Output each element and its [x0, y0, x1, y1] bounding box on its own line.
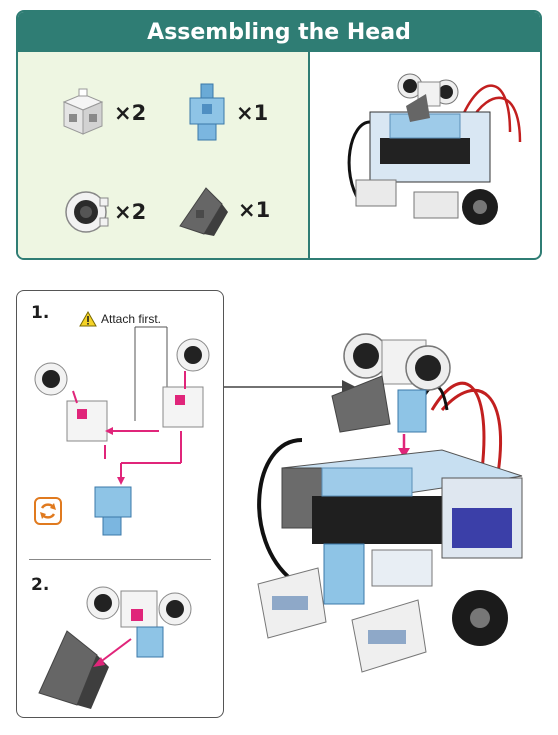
step-1-illustration: [34, 326, 210, 536]
part-quantity: ×1: [238, 198, 271, 222]
part-quantity: ×2: [114, 200, 147, 224]
blue-connector-block-icon: [189, 83, 225, 141]
ultrasonic-eye-icon: [65, 191, 109, 233]
warning-triangle-icon: [79, 311, 97, 327]
step-number: 1.: [31, 303, 50, 323]
parts-list: ×2 ×1 ×2: [18, 52, 310, 258]
robot-preview-illustration: [347, 73, 522, 225]
part-quantity: ×1: [236, 101, 269, 125]
preview-image: [310, 52, 540, 258]
note-text: Attach first.: [101, 312, 162, 326]
part-item: ×1: [176, 182, 270, 238]
attach-first-note: Attach first.: [79, 311, 161, 327]
part-item: ×2: [56, 86, 146, 140]
part-item: ×2: [62, 188, 146, 236]
part-item: ×1: [184, 82, 268, 144]
assembly-illustration: [222, 300, 552, 720]
step-number: 2.: [31, 575, 50, 595]
step-divider: [29, 559, 211, 560]
robot-assembly-illustration: [257, 333, 523, 673]
gray-wedge-block-icon: [179, 187, 228, 236]
white-cube-block-icon: [62, 88, 104, 135]
parts-panel: Assembling the Head ×2 ×1: [16, 10, 542, 260]
steps-panel: 1. Attach first.: [16, 290, 224, 718]
part-quantity: ×2: [114, 101, 147, 125]
rotate-icon: [34, 497, 62, 525]
page-title: Assembling the Head: [18, 12, 540, 52]
